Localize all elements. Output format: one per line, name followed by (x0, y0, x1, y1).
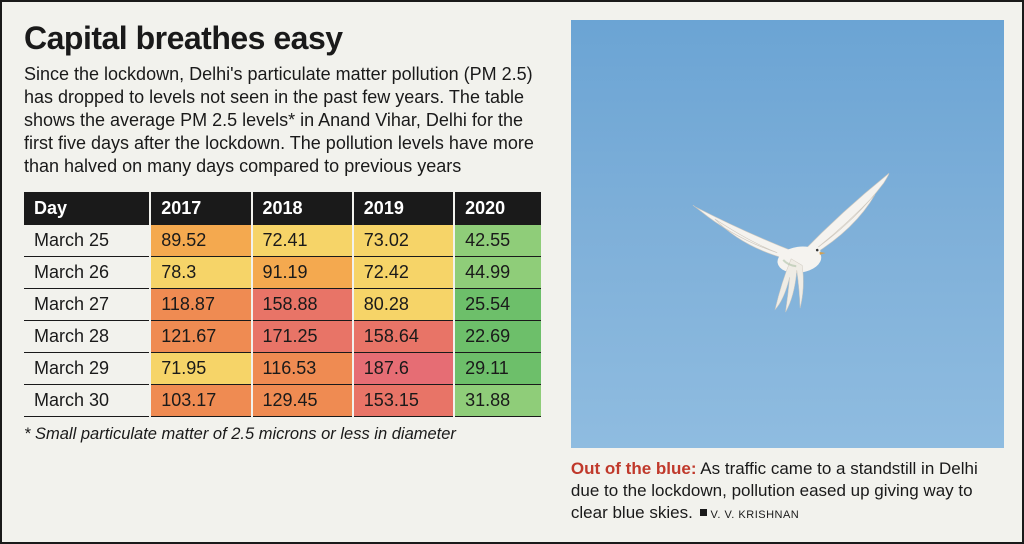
table-row: March 2971.95116.53187.629.11 (24, 353, 541, 385)
table-row: March 28121.67171.25158.6422.69 (24, 321, 541, 353)
value-cell: 42.55 (454, 225, 541, 257)
table-header-cell: 2019 (353, 192, 454, 225)
value-cell: 44.99 (454, 257, 541, 289)
value-cell: 29.11 (454, 353, 541, 385)
value-cell: 116.53 (252, 353, 353, 385)
value-cell: 89.52 (150, 225, 251, 257)
table-row: March 2678.391.1972.4244.99 (24, 257, 541, 289)
table-header-cell: 2020 (454, 192, 541, 225)
value-cell: 158.64 (353, 321, 454, 353)
day-cell: March 27 (24, 289, 150, 321)
right-panel: Out of the blue: As traffic came to a st… (563, 2, 1022, 542)
table-body: March 2589.5272.4173.0242.55March 2678.3… (24, 225, 541, 417)
pm25-table: Day2017201820192020 March 2589.5272.4173… (24, 192, 541, 417)
value-cell: 73.02 (353, 225, 454, 257)
caption-lead: Out of the blue: (571, 459, 697, 478)
day-cell: March 29 (24, 353, 150, 385)
table-row: March 2589.5272.4173.0242.55 (24, 225, 541, 257)
infographic-container: Capital breathes easy Since the lockdown… (0, 0, 1024, 544)
value-cell: 129.45 (252, 385, 353, 417)
photo-credit: V. V. KRISHNAN (711, 509, 800, 521)
value-cell: 103.17 (150, 385, 251, 417)
intro-paragraph: Since the lockdown, Delhi's particulate … (24, 63, 541, 178)
value-cell: 158.88 (252, 289, 353, 321)
value-cell: 153.15 (353, 385, 454, 417)
value-cell: 72.42 (353, 257, 454, 289)
value-cell: 72.41 (252, 225, 353, 257)
table-row: March 30103.17129.45153.1531.88 (24, 385, 541, 417)
table-header-cell: 2018 (252, 192, 353, 225)
day-cell: March 26 (24, 257, 150, 289)
day-cell: March 30 (24, 385, 150, 417)
value-cell: 31.88 (454, 385, 541, 417)
value-cell: 22.69 (454, 321, 541, 353)
sky-photo (571, 20, 1004, 448)
value-cell: 171.25 (252, 321, 353, 353)
value-cell: 71.95 (150, 353, 251, 385)
value-cell: 91.19 (252, 257, 353, 289)
table-header-cell: 2017 (150, 192, 251, 225)
bird-illustration (670, 142, 921, 342)
table-header-row: Day2017201820192020 (24, 192, 541, 225)
table-header-cell: Day (24, 192, 150, 225)
photo-caption: Out of the blue: As traffic came to a st… (571, 458, 1004, 524)
day-cell: March 28 (24, 321, 150, 353)
table-row: March 27118.87158.8880.2825.54 (24, 289, 541, 321)
value-cell: 25.54 (454, 289, 541, 321)
value-cell: 118.87 (150, 289, 251, 321)
day-cell: March 25 (24, 225, 150, 257)
headline: Capital breathes easy (24, 20, 541, 57)
left-panel: Capital breathes easy Since the lockdown… (2, 2, 563, 542)
value-cell: 78.3 (150, 257, 251, 289)
credit-square-icon (700, 509, 707, 516)
value-cell: 187.6 (353, 353, 454, 385)
value-cell: 121.67 (150, 321, 251, 353)
value-cell: 80.28 (353, 289, 454, 321)
table-footnote: * Small particulate matter of 2.5 micron… (24, 425, 541, 444)
